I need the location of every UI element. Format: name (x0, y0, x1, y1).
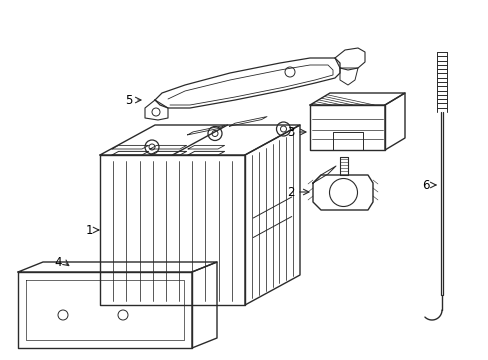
Text: 4: 4 (54, 256, 62, 269)
Text: 2: 2 (287, 185, 294, 198)
Text: 5: 5 (125, 94, 133, 107)
Text: 6: 6 (422, 179, 429, 192)
Text: 1: 1 (85, 224, 93, 237)
Text: 3: 3 (287, 126, 294, 139)
